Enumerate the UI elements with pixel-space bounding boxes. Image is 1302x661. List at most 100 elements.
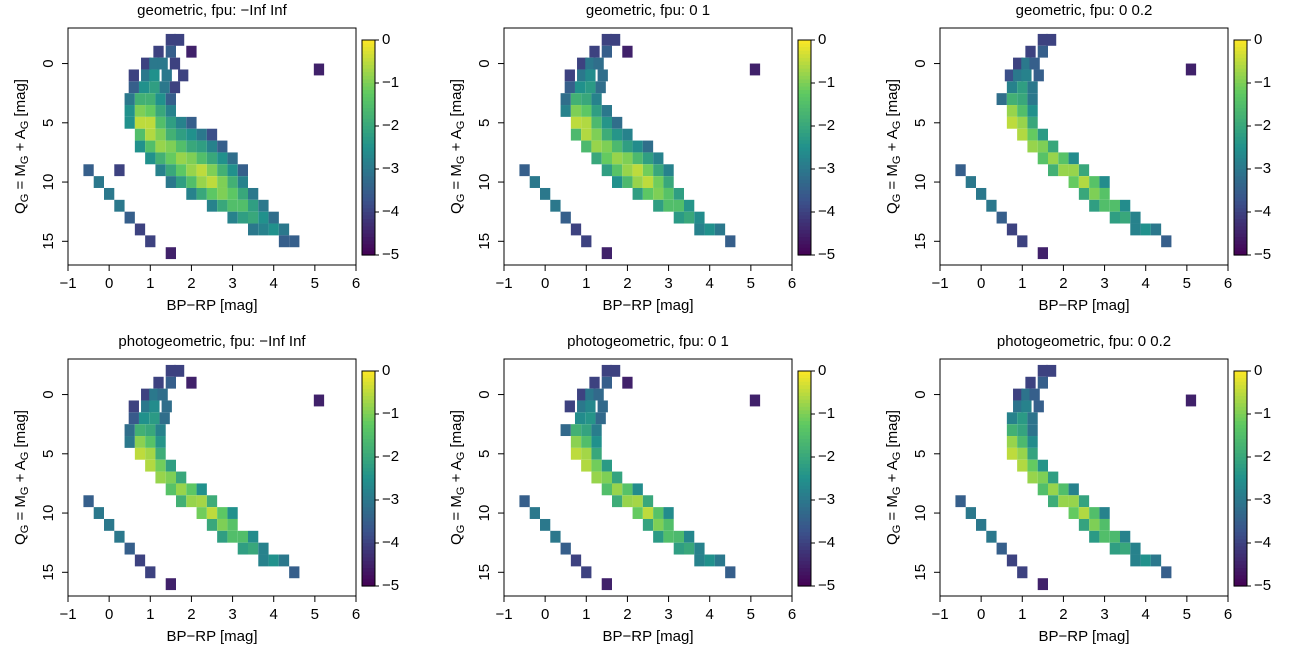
cell	[176, 116, 187, 129]
x-tick-label: 6	[352, 606, 360, 623]
cell	[141, 57, 152, 70]
y-axis-label-subscript: G	[891, 156, 903, 165]
colorbar-step	[798, 54, 811, 59]
colorbar-step	[798, 247, 811, 253]
cell	[149, 400, 160, 413]
colorbar-step	[798, 396, 811, 401]
colorbar-step	[362, 165, 375, 170]
colorbar-step	[362, 378, 375, 383]
cell	[591, 447, 602, 460]
colorbar-step	[362, 414, 375, 419]
colorbar-step	[362, 474, 375, 480]
colorbar-step	[362, 557, 375, 562]
cell	[1089, 530, 1100, 543]
cell	[589, 45, 600, 58]
colorbar-step	[1234, 467, 1247, 472]
y-axis-label-part: Q	[448, 533, 465, 545]
cell	[248, 187, 259, 200]
colorbar-frame	[797, 39, 812, 256]
colorbar-step	[362, 521, 375, 526]
cell	[258, 554, 269, 567]
colorbar-tick-label: −1	[382, 405, 399, 422]
colorbar-step	[798, 136, 811, 141]
x-tick-label: 0	[977, 275, 985, 292]
colorbar-step	[1234, 514, 1247, 519]
cell	[653, 507, 664, 519]
colorbar-tick-label: −1	[1254, 74, 1271, 91]
colorbar-tick-label: −1	[1254, 405, 1271, 422]
cell	[1017, 105, 1028, 117]
colorbar-step	[798, 510, 811, 515]
cell	[1099, 199, 1110, 212]
cell	[217, 530, 228, 543]
colorbar-step	[798, 190, 811, 195]
x-tick-label: 0	[541, 275, 549, 292]
y-axis-label-subscript: G	[455, 452, 467, 461]
colorbar-step	[1234, 161, 1247, 167]
cell	[1161, 235, 1172, 248]
colorbar-step	[362, 79, 375, 84]
y-axis-label: QG = MG + AG [mag]	[12, 410, 31, 545]
chart-title: photogeometric, fpu: −Inf Inf	[118, 333, 306, 350]
cell	[585, 400, 596, 413]
colorbar-step	[1234, 147, 1247, 152]
y-tick-label: 5	[40, 119, 57, 127]
cell	[227, 152, 238, 165]
x-axis-label: BP−RP [mag]	[166, 628, 257, 645]
cell	[1048, 495, 1059, 508]
cell	[749, 394, 761, 407]
cell	[591, 459, 602, 472]
cell	[1078, 495, 1090, 508]
plot-frame	[67, 358, 357, 597]
colorbar-step	[798, 43, 811, 48]
cell	[196, 152, 207, 165]
cell	[986, 199, 997, 212]
colorbar-step	[798, 183, 811, 188]
y-tick-label: 0	[476, 390, 493, 398]
cell	[289, 566, 300, 579]
colorbar-step	[798, 517, 811, 523]
colorbar-step	[362, 40, 375, 45]
cell	[237, 530, 248, 543]
colorbar-step	[362, 179, 375, 184]
colorbar-step	[1234, 564, 1247, 569]
y-axis-label-subscript: G	[891, 525, 903, 534]
colorbar-step	[362, 118, 375, 124]
cell	[138, 81, 150, 94]
cell	[1027, 412, 1038, 425]
colorbar-step	[362, 439, 375, 444]
cell	[155, 140, 166, 153]
y-axis-label-part: [mag]	[884, 79, 901, 121]
cell	[591, 424, 602, 437]
cell	[227, 199, 238, 212]
panel: geometric, fpu: −Inf Inf −1 0 1 2 3 4 5 6 BP−RP […	[12, 2, 399, 314]
colorbar-step	[362, 122, 375, 127]
y-axis-label: QG = MG + AG [mag]	[12, 79, 31, 214]
cell	[601, 164, 612, 177]
cell	[227, 187, 238, 200]
colorbar-step	[362, 183, 375, 188]
colorbar-step	[798, 492, 811, 498]
cell	[976, 187, 987, 200]
colorbar-step	[798, 471, 811, 476]
cell	[178, 69, 189, 82]
cell	[155, 152, 166, 165]
cell	[1068, 176, 1079, 188]
y-tick-label: 0	[912, 59, 929, 67]
colorbar-step	[362, 247, 375, 253]
colorbar-step	[362, 546, 375, 551]
colorbar-step	[798, 582, 811, 587]
cell	[725, 566, 736, 579]
colorbar-step	[798, 550, 811, 555]
colorbar-step	[1234, 194, 1247, 199]
colorbar-step	[1234, 197, 1247, 202]
cell	[1099, 518, 1110, 531]
y-axis-label-part: = M	[884, 495, 901, 525]
cell	[165, 116, 176, 129]
x-tick-label: 6	[1224, 606, 1232, 623]
y-axis-label-part: = M	[448, 495, 465, 525]
y-axis-label: QG = MG + AG [mag]	[884, 410, 903, 545]
cell	[577, 57, 588, 70]
colorbar-step	[1234, 517, 1247, 523]
colorbar-step	[798, 575, 811, 580]
